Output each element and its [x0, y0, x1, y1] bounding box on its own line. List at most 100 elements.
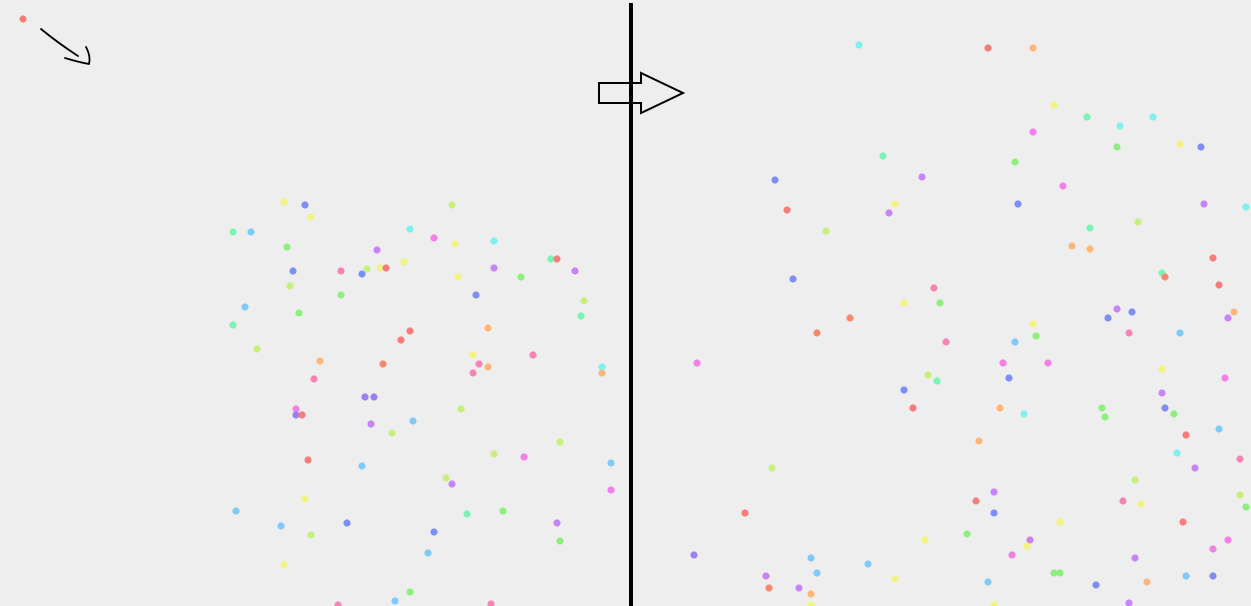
after-dot: [1005, 374, 1013, 382]
before-dot: [490, 450, 498, 458]
before-dot: [547, 255, 555, 263]
after-dot: [783, 206, 791, 214]
after-dot: [1008, 551, 1016, 559]
before-dot: [334, 601, 342, 606]
after-dot: [855, 41, 863, 49]
before-dot: [571, 267, 579, 275]
after-dot: [1242, 503, 1250, 511]
before-dot: [307, 531, 315, 539]
after-dot: [1032, 332, 1040, 340]
before-dot: [295, 309, 303, 317]
before-dot: [556, 438, 564, 446]
after-dot: [921, 536, 929, 544]
after-dot: [1011, 158, 1019, 166]
single-dot-icon: [19, 15, 27, 23]
after-dot: [807, 554, 815, 562]
before-dot: [277, 522, 285, 530]
before-dot: [469, 369, 477, 377]
after-dot: [999, 359, 1007, 367]
before-dot: [286, 282, 294, 290]
after-dot: [963, 530, 971, 538]
after-dot: [1014, 200, 1022, 208]
after-dot: [1221, 374, 1229, 382]
before-dot: [247, 228, 255, 236]
before-dot: [406, 225, 414, 233]
after-dot: [936, 299, 944, 307]
after-dot: [741, 509, 749, 517]
before-dot: [382, 264, 390, 272]
before-dot: [283, 243, 291, 251]
before-dot: [361, 393, 369, 401]
after-dot: [1029, 44, 1037, 52]
before-dot: [292, 411, 300, 419]
before-dot: [490, 237, 498, 245]
before-dot: [529, 351, 537, 359]
before-dot: [469, 351, 477, 359]
after-dot: [813, 569, 821, 577]
before-dot: [301, 495, 309, 503]
after-dot: [1149, 113, 1157, 121]
after-dot: [1209, 254, 1217, 262]
after-dot: [1230, 308, 1238, 316]
before-dot: [406, 588, 414, 596]
before-dot: [442, 474, 450, 482]
before-dot: [301, 201, 309, 209]
after-dot: [1083, 113, 1091, 121]
after-dot: [1029, 320, 1037, 328]
after-dot: [1044, 359, 1052, 367]
after-dot: [1161, 273, 1169, 281]
after-dot: [1056, 569, 1064, 577]
after-dot: [1200, 200, 1208, 208]
before-dot: [607, 486, 615, 494]
after-dot: [1023, 542, 1031, 550]
before-dot: [388, 429, 396, 437]
before-dot: [448, 201, 456, 209]
before-dot: [580, 297, 588, 305]
after-dot: [900, 299, 908, 307]
after-dot: [909, 404, 917, 412]
before-dot: [487, 600, 495, 606]
after-dot: [1224, 314, 1232, 322]
after-dot: [1050, 101, 1058, 109]
after-dot: [864, 560, 872, 568]
after-dot: [1113, 305, 1121, 313]
before-dot: [577, 312, 585, 320]
after-dot: [900, 386, 908, 394]
before-dot: [310, 375, 318, 383]
after-dot: [771, 176, 779, 184]
after-dot: [891, 575, 899, 583]
after-dot: [891, 200, 899, 208]
after-dot: [1197, 143, 1205, 151]
after-dot: [807, 590, 815, 598]
before-dot: [379, 360, 387, 368]
after-dot: [1158, 389, 1166, 397]
after-dot: [1182, 431, 1190, 439]
before-dot: [298, 411, 306, 419]
before-dot: [400, 258, 408, 266]
after-dot: [795, 584, 803, 592]
after-dot: [1026, 536, 1034, 544]
after-dot: [690, 551, 698, 559]
after-dot: [1128, 308, 1136, 316]
after-dot: [1209, 545, 1217, 553]
after-dot: [1215, 425, 1223, 433]
after-dot: [972, 497, 980, 505]
after-dot: [930, 284, 938, 292]
after-dot: [1101, 413, 1109, 421]
before-dot: [316, 357, 324, 365]
before-dot: [367, 420, 375, 428]
after-dot: [1215, 281, 1223, 289]
after-dot: [1176, 140, 1184, 148]
after-dot: [975, 437, 983, 445]
after-dot: [942, 338, 950, 346]
curved-arrow-icon: [40, 28, 91, 65]
before-dot: [358, 270, 366, 278]
before-dot: [292, 405, 300, 413]
before-dot: [463, 510, 471, 518]
before-dot: [337, 291, 345, 299]
after-dot: [1158, 365, 1166, 373]
before-dot: [280, 561, 288, 569]
before-dot: [397, 336, 405, 344]
dots-after-panel: [690, 41, 1250, 606]
after-dot: [1059, 182, 1067, 190]
